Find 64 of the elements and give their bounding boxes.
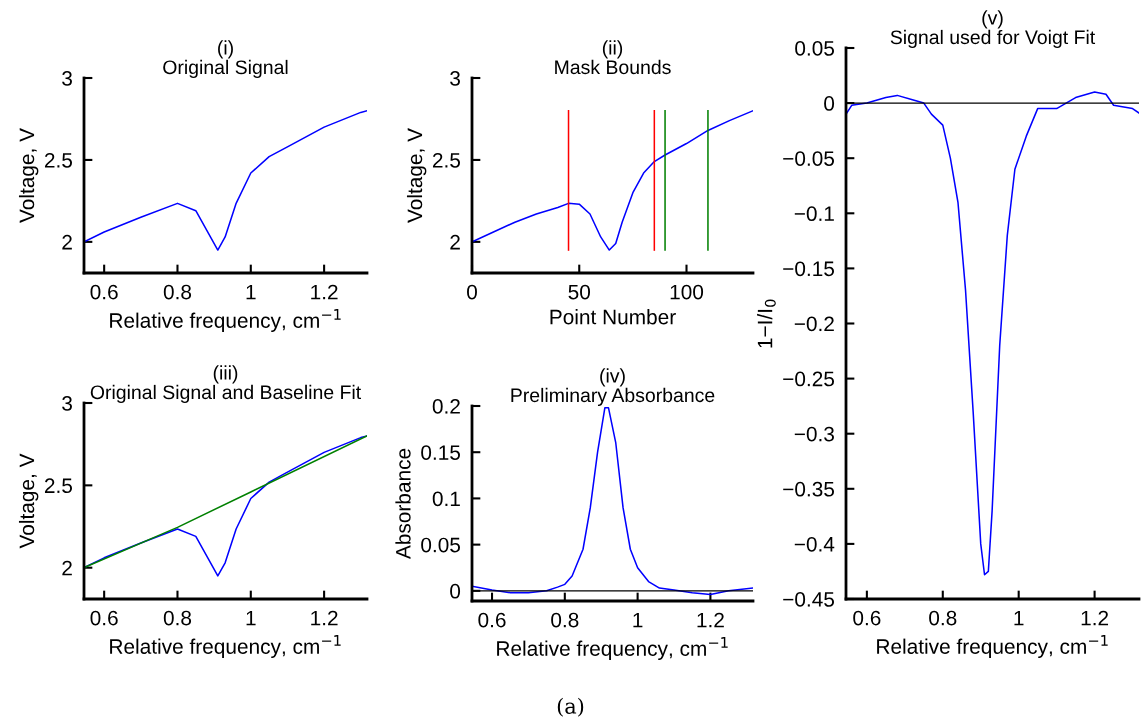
x-tick-label: 0.8	[163, 284, 192, 300]
x-tick-label: 1	[246, 284, 256, 300]
y-axis-title: Voltage, V	[18, 453, 39, 549]
chart-title: (iii) Original Signal and Baseline Fit	[90, 365, 362, 403]
y-tick-label: 2	[450, 234, 460, 250]
x-axis-title: Relative frequency, cm$^{−1}$	[877, 635, 1108, 659]
chart-title: (ii) Mask Bounds	[555, 40, 671, 75]
x-axis-title: Relative frequency, cm$^{−1}$	[110, 309, 341, 333]
y-tick-label: −0.4	[794, 536, 835, 552]
x-tick-label: 1.2	[311, 610, 338, 626]
line-series	[472, 110, 753, 251]
chart-title: (i) Original Signal	[163, 40, 288, 78]
x-tick-label: 100	[670, 284, 704, 300]
x-axis-title: Relative frequency, cm$^{−1}$	[497, 637, 728, 661]
x-tick-label: 0.6	[90, 284, 118, 300]
y-tick-label: −0.3	[794, 426, 834, 442]
y-tick-label: 3	[62, 396, 72, 411]
x-tick-label: 0.8	[551, 612, 579, 628]
line-series	[472, 407, 753, 596]
chart-title: (iv) Preliminary Absorbance	[511, 368, 715, 406]
x-tick-label: 1	[633, 612, 643, 628]
x-tick-label: 0.6	[478, 612, 506, 628]
x-axis-title: Relative frequency, cm$^{−1}$	[110, 635, 341, 659]
y-tick-label: 2.5	[44, 152, 73, 168]
y-axis-title: Voltage, V	[406, 128, 427, 223]
y-tick-label: 2.5	[432, 152, 461, 168]
y-tick-label: 0.1	[432, 491, 460, 507]
x-tick-label: 1.2	[1081, 610, 1109, 626]
x-tick-label: 50	[568, 284, 591, 300]
y-tick-label: −0.25	[783, 371, 835, 387]
y-tick-label: 2	[62, 560, 72, 576]
y-tick-label: 0.05	[421, 537, 461, 553]
x-tick-label: 0.8	[163, 610, 192, 626]
y-axis-title: 1−I/I$_{0}$	[757, 299, 776, 348]
text: (a)	[557, 697, 584, 717]
x-tick-label: 1.2	[311, 284, 338, 300]
y-tick-label: 0.05	[795, 41, 835, 56]
y-tick-label: −0.35	[783, 481, 835, 497]
y-tick-label: −0.2	[794, 316, 834, 332]
y-tick-label: 0.15	[421, 445, 461, 460]
x-tick-label: 0.8	[929, 610, 957, 626]
x-tick-label: 0	[467, 284, 477, 300]
y-tick-label: 2.5	[44, 478, 73, 494]
chart-title: (v) Signal used for Voigt Fit	[890, 10, 1096, 48]
y-tick-label: 0	[824, 96, 835, 111]
x-tick-label: 0.6	[853, 610, 881, 626]
y-axis-title: Voltage, V	[18, 128, 39, 223]
x-tick-label: 1	[1014, 610, 1024, 626]
y-tick-label: −0.05	[783, 151, 835, 166]
y-tick-label: 3	[450, 71, 460, 86]
y-axis-title: Absorbance	[395, 448, 411, 560]
y-tick-label: −0.1	[794, 206, 834, 222]
x-tick-label: 1.2	[697, 612, 724, 628]
line-series	[846, 91, 1139, 576]
x-axis-title: Point Number	[550, 309, 676, 325]
x-tick-label: 0.6	[90, 610, 118, 626]
y-tick-label: 3	[62, 71, 72, 86]
y-tick-label: 2	[62, 234, 72, 250]
y-tick-label: 0.2	[432, 399, 460, 414]
line-series	[84, 110, 367, 251]
y-tick-label: −0.45	[783, 592, 835, 607]
x-tick-label: 1	[246, 610, 256, 626]
y-tick-label: 0	[450, 583, 461, 599]
y-tick-label: −0.15	[783, 261, 835, 277]
